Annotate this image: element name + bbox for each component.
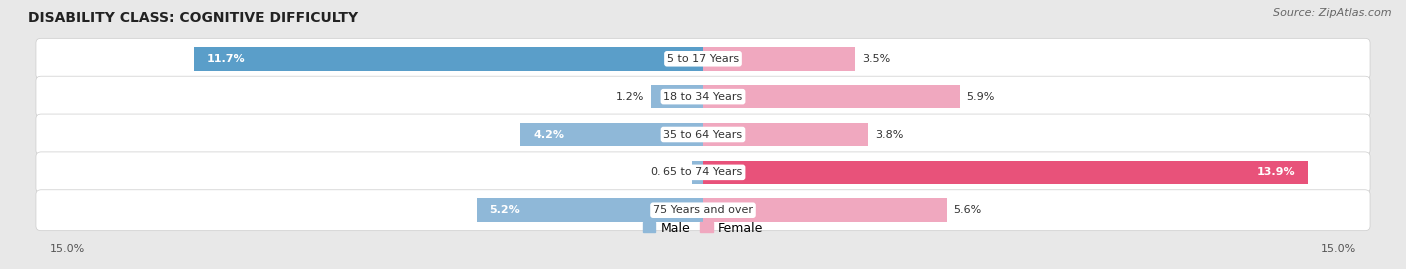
Text: 13.9%: 13.9%: [1257, 167, 1295, 177]
Text: 15.0%: 15.0%: [1320, 244, 1357, 254]
Bar: [703, 161, 1308, 184]
Bar: [477, 199, 703, 222]
FancyBboxPatch shape: [37, 152, 1369, 193]
Text: 18 to 34 Years: 18 to 34 Years: [664, 92, 742, 102]
Text: 3.8%: 3.8%: [875, 129, 904, 140]
Bar: [703, 47, 855, 70]
FancyBboxPatch shape: [37, 38, 1369, 79]
Legend: Male, Female: Male, Female: [643, 222, 763, 235]
Text: 75 Years and over: 75 Years and over: [652, 205, 754, 215]
Text: 65 to 74 Years: 65 to 74 Years: [664, 167, 742, 177]
Bar: [703, 199, 946, 222]
FancyBboxPatch shape: [37, 76, 1369, 117]
Text: DISABILITY CLASS: COGNITIVE DIFFICULTY: DISABILITY CLASS: COGNITIVE DIFFICULTY: [28, 11, 359, 25]
FancyBboxPatch shape: [37, 114, 1369, 155]
Text: Source: ZipAtlas.com: Source: ZipAtlas.com: [1274, 8, 1392, 18]
Text: 1.2%: 1.2%: [616, 92, 644, 102]
Text: 15.0%: 15.0%: [49, 244, 86, 254]
Bar: [692, 161, 703, 184]
Bar: [651, 85, 703, 108]
Text: 3.5%: 3.5%: [862, 54, 890, 64]
Text: 5.9%: 5.9%: [966, 92, 995, 102]
FancyBboxPatch shape: [37, 190, 1369, 231]
Bar: [194, 47, 703, 70]
Text: 5.6%: 5.6%: [953, 205, 981, 215]
Bar: [703, 123, 869, 146]
Bar: [703, 85, 960, 108]
Text: 5.2%: 5.2%: [489, 205, 520, 215]
Text: 4.2%: 4.2%: [533, 129, 564, 140]
Bar: [520, 123, 703, 146]
Text: 5 to 17 Years: 5 to 17 Years: [666, 54, 740, 64]
Text: 0.25%: 0.25%: [650, 167, 686, 177]
Text: 11.7%: 11.7%: [207, 54, 245, 64]
Text: 35 to 64 Years: 35 to 64 Years: [664, 129, 742, 140]
